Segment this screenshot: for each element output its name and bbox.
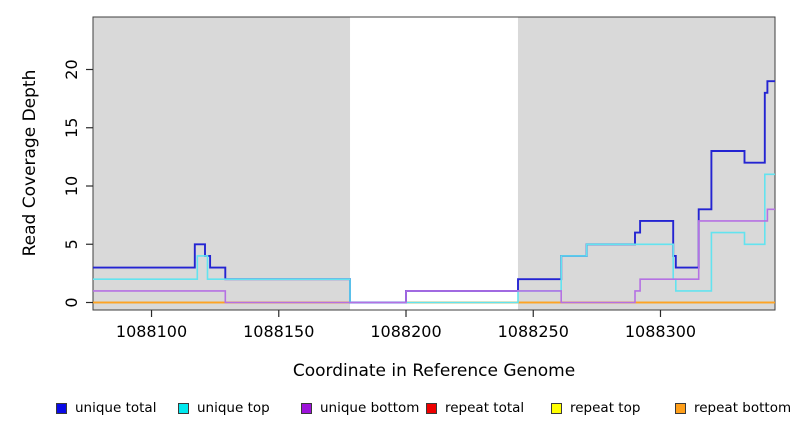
y-tick-label: 10 (62, 176, 81, 196)
legend-swatch-repeat-bottom (675, 402, 686, 414)
x-axis-label: Coordinate in Reference Genome (292, 361, 576, 381)
legend-label: repeat top (570, 400, 641, 416)
legend-label: unique top (197, 400, 270, 416)
x-tick-label: 1088150 (243, 322, 314, 341)
x-tick-label: 1088200 (370, 322, 441, 341)
legend-item-unique-top: unique top (178, 399, 270, 417)
series-unique-top-line (93, 173, 775, 304)
legend-label: repeat total (445, 400, 525, 416)
y-tick-label: 5 (62, 239, 81, 249)
legend: unique total unique top unique bottom repea… (0, 399, 792, 421)
legend-swatch-unique-top (178, 402, 189, 414)
legend-item-repeat-total: repeat total (426, 399, 524, 417)
legend-item-unique-bottom: unique bottom (301, 399, 419, 417)
y-tick-label: 0 (62, 297, 81, 307)
legend-item-unique-total: unique total (56, 399, 156, 417)
x-tick-label: 1088300 (625, 322, 696, 341)
legend-label: unique total (75, 400, 157, 416)
series-unique-bottom-line (93, 208, 775, 304)
legend-label: unique bottom (320, 400, 420, 416)
y-axis-label: Read Coverage Depth (20, 69, 40, 257)
legend-label: repeat bottom (694, 400, 792, 416)
legend-item-repeat-bottom: repeat bottom (675, 399, 791, 417)
x-tick-label: 1088250 (498, 322, 569, 341)
shaded-repeat-region (93, 17, 351, 310)
legend-swatch-unique-total (56, 402, 67, 414)
coverage-plot: 1088100 1088150 1088200 1088250 1088300 0 5 10 1… (62, 16, 776, 341)
legend-swatch-unique-bottom (301, 402, 312, 414)
y-tick-label: 20 (62, 59, 81, 79)
plot-box (92, 16, 776, 311)
x-tick-label: 1088100 (116, 322, 187, 341)
shaded-repeat-region (517, 17, 775, 310)
y-tick-label: 15 (62, 118, 81, 138)
legend-swatch-repeat-top (551, 402, 562, 414)
legend-item-repeat-top: repeat top (551, 399, 640, 417)
legend-swatch-repeat-total (426, 402, 437, 414)
